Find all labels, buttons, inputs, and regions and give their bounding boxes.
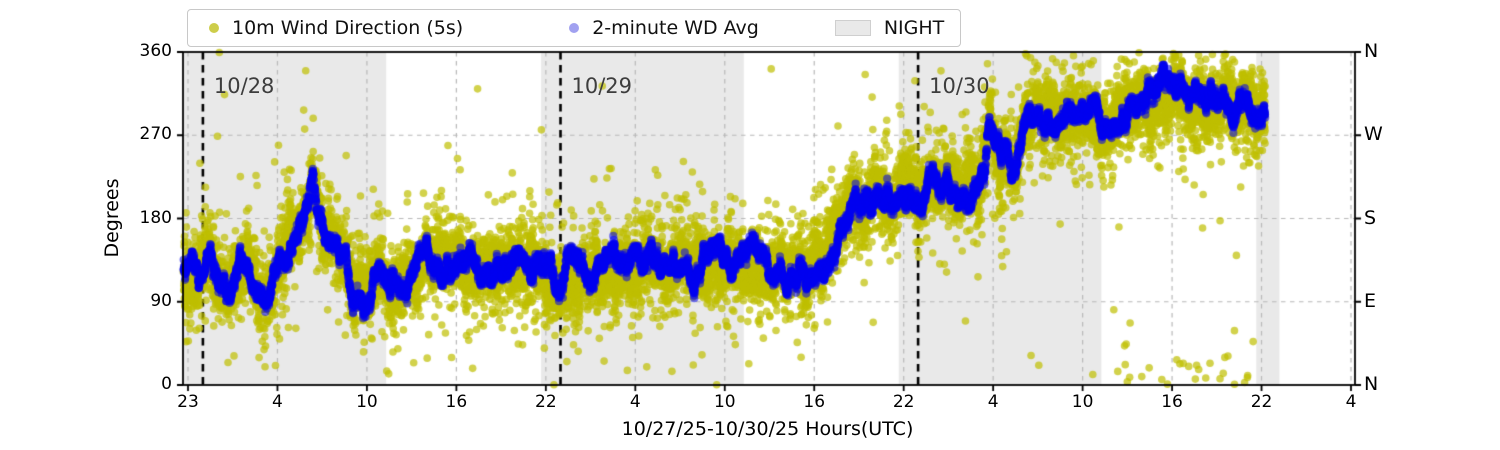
date-annotation: 10/30 bbox=[929, 74, 990, 98]
compass-label: N bbox=[1364, 40, 1379, 62]
date-annotation: 10/29 bbox=[571, 74, 633, 98]
y-tick-label: 270 bbox=[139, 124, 172, 145]
x-tick-label: 4 bbox=[987, 392, 999, 412]
y-tick-label: 360 bbox=[139, 41, 172, 61]
y-tick-label: 180 bbox=[139, 207, 172, 228]
x-tick-label: 10 bbox=[713, 392, 736, 412]
x-tick-label: 22 bbox=[1250, 392, 1273, 412]
x-tick-label: 4 bbox=[629, 392, 641, 412]
x-tick-label: 22 bbox=[535, 392, 557, 412]
legend-label-night: NIGHT bbox=[883, 17, 945, 39]
x-tick-label: 10 bbox=[356, 392, 378, 412]
compass-label: W bbox=[1364, 123, 1383, 146]
x-axis-label: 10/27/25-10/30/25 Hours(UTC) bbox=[621, 418, 914, 440]
wd-avg-marker-icon bbox=[569, 23, 580, 33]
compass-label: N bbox=[1364, 373, 1379, 395]
x-tick-label: 22 bbox=[892, 392, 915, 412]
x-tick-label: 16 bbox=[445, 392, 468, 412]
night-patch-icon bbox=[834, 20, 871, 36]
x-tick-label: 4 bbox=[1345, 392, 1357, 412]
x-tick-label: 23 bbox=[177, 392, 199, 412]
y-tick-label: 90 bbox=[150, 290, 172, 311]
date-annotation: 10/28 bbox=[213, 74, 275, 98]
x-tick-label: 4 bbox=[272, 392, 283, 412]
legend-label-wd-avg: 2-minute WD Avg bbox=[592, 17, 759, 39]
legend-item-wind-5s: 10m Wind Direction (5s) bbox=[209, 17, 463, 39]
y-axis-label: Degrees bbox=[101, 178, 123, 258]
wind-5s-marker-icon bbox=[209, 23, 219, 33]
legend-item-wd-avg: 2-minute WD Avg bbox=[569, 17, 759, 39]
y-tick-label: 0 bbox=[161, 374, 172, 394]
legend: 10m Wind Direction (5s) 2-minute WD Avg … bbox=[187, 9, 961, 47]
compass-label: E bbox=[1364, 289, 1377, 312]
x-tick-label: 16 bbox=[1161, 392, 1183, 412]
legend-label-wind-5s: 10m Wind Direction (5s) bbox=[232, 17, 464, 39]
compass-label: S bbox=[1364, 206, 1377, 229]
x-tick-label: 16 bbox=[803, 392, 826, 412]
legend-item-night: NIGHT bbox=[834, 17, 945, 39]
x-tick-label: 10 bbox=[1071, 392, 1094, 412]
